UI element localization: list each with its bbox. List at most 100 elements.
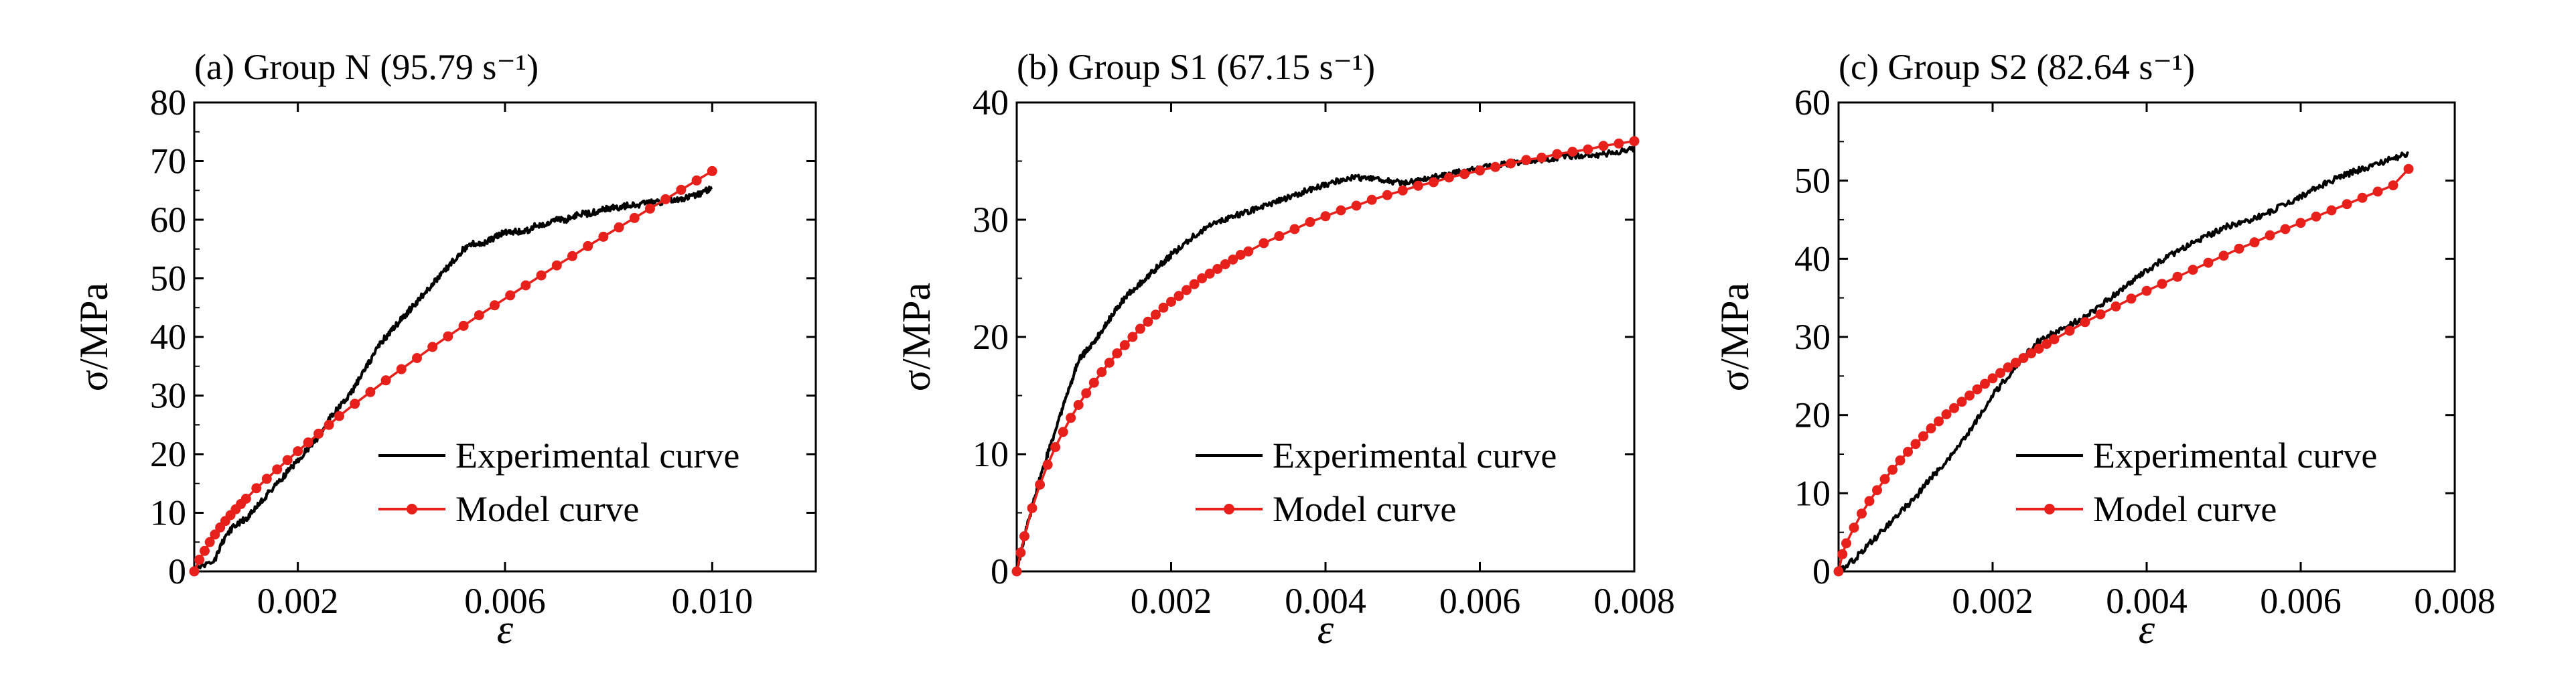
panel-1-series-model-point [412,353,422,363]
panel-2-series-model-point [1228,255,1238,265]
panel-2-series-model-point [1042,460,1053,470]
panel-3-series-model-point [1980,378,1990,389]
panel-1-y-axis-label: σ/MPa [72,283,116,391]
panel-1-series-model-point [334,411,344,421]
panel-2-series-model-point [1614,138,1624,149]
panel-2-series-model-point [1066,413,1076,423]
panel-1-series-model-point [645,203,655,214]
panel-2-y-axis-label: σ/MPa [894,283,938,391]
panel-3-series-model-point [2141,285,2152,296]
panel-1-series-model-point [458,320,469,331]
panel-2-series-model-point [1567,147,1578,157]
panel-2-y-tick-label: 0 [991,551,1009,591]
panel-1-series-model-point [282,455,293,466]
panel-1-x-tick-label: 0.010 [672,581,754,621]
panel-1-y-tick-label: 80 [150,82,186,123]
panel-2-x-tick-label: 0.006 [1439,581,1521,621]
panel-3-series-model-point [1934,416,1944,427]
panel-3-series-model-point [1857,508,1867,519]
panel-3-series-model-point [2280,224,2291,234]
panel-2-series-model-point [1475,165,1485,176]
panel-2-y-tick-label: 10 [973,434,1009,474]
panel-1-series-model-point [598,231,609,242]
panel-3-series-model-point [1918,431,1928,441]
panel-1-y-tick-label: 40 [150,317,186,357]
panel-2: (b) Group S1 (67.15 s⁻¹) 0 10 20 30 40 0.002 0.… [894,47,1675,652]
panel-2-series-model-point [1320,211,1331,222]
panel-2-series-model-point [1182,285,1192,295]
panel-3-title: (c) Group S2 (82.64 s⁻¹) [1839,47,2195,87]
panel-3-series-model-point [2172,271,2183,282]
panel-2-series-model-point [1212,264,1223,274]
panel-1-series-model-point [210,529,220,540]
panel-3-series-model-point [1926,423,1936,433]
panel-3-series-model-point [2126,293,2137,304]
panel-3-series-model-point [1995,368,2005,378]
panel-2-series-model-point [1127,332,1138,342]
panel-2-series-model-point [1011,566,1022,577]
panel-3-series-experimental [1837,151,2409,575]
panel-2-legend-label-experimental: Experimental curve [1273,435,1557,476]
panel-2-series-model-point [1143,316,1153,327]
panel-3-series-model-point [2203,257,2214,268]
panel-2-series-model-point [1015,547,1026,558]
panel-2-y-tick-label: 20 [973,317,1009,357]
panel-1-legend-label-experimental: Experimental curve [455,435,739,476]
panel-2-series-model-point [1413,180,1423,191]
panel-3-series-model-point [2188,265,2198,275]
panel-3-x-axis-label: ε [2139,607,2155,652]
panel-3-series-model-point [1956,397,1967,407]
panel-1-series-model-point [204,537,215,547]
panel-1-y-tick-label: 10 [150,493,186,533]
panel-3-series-model [1833,163,2414,577]
panel-2-series-model-point [1289,224,1300,234]
panel-3-series-model-point [2157,279,2167,289]
panel-3-series-model-point [2011,358,2021,368]
panel-3-series-model-point [2080,317,2090,328]
panel-1-series-model-point [293,446,303,457]
panel-3-series-model-point [1964,391,1975,401]
panel-3-series-model-point [1887,464,1898,475]
panel-2-series-model-point [1366,194,1377,205]
panel-1-series-model-point [505,290,516,301]
panel-3: (c) Group S2 (82.64 s⁻¹) 0 10 20 30 40 50 60 0.0… [1713,47,2496,652]
panel-1-series-model-point [365,387,376,397]
panel-1-series-model-point [474,310,484,321]
panel-1-y-tick-label: 50 [150,259,186,299]
panel-1-series-model-point [313,428,324,439]
panel-2-series-model-point [1220,259,1230,269]
panel-3-y-tick-label: 20 [1794,395,1831,435]
panel-1-series-model-point [707,165,717,176]
panel-1-series-model-point [194,555,205,565]
panel-2-series-model-point [1506,158,1516,169]
panel-2-series-model [1011,136,1640,577]
panel-1-series-model-point [427,342,438,352]
panel-3-series-model-point [1837,549,1848,559]
panel-1-legend-marker-model [407,504,417,514]
panel-1-series-model-point [261,474,272,484]
panel-1-series-model-point [567,251,577,261]
panel-2-series-model-point [1158,302,1169,313]
panel-3-series-model-point [1872,485,1882,496]
panel-1-series-model-point [536,270,547,281]
panel-2-series-model-point [1243,246,1254,257]
panel-3-series-model-point [2026,348,2036,358]
panel-3-series-model-point [2018,353,2029,363]
panel-1-x-tick-label: 0.006 [464,581,546,621]
panel-3-series-model-point [1987,373,1998,384]
panel-1-series-model-point [396,364,407,374]
panel-1-series-model-point [200,545,210,556]
panel-2-x-tick-label: 0.008 [1593,581,1675,621]
panel-1-series-model-point [676,184,687,195]
panel-2-series-model-point [1583,144,1593,155]
panel-1-series-model-point [490,300,500,311]
panel-1-legend: Experimental curve Model curve [378,435,739,529]
panel-2-legend: Experimental curve Model curve [1196,435,1557,529]
panel-1-series-experimental [193,186,713,572]
panel-1-series-model-point [380,375,391,386]
panel-2-x-tick-label: 0.004 [1285,581,1366,621]
panel-3-series-experimental-line [1837,151,2409,575]
panel-3-series-model-point [2003,362,2013,372]
panel-2-series-model-point [1112,348,1123,358]
